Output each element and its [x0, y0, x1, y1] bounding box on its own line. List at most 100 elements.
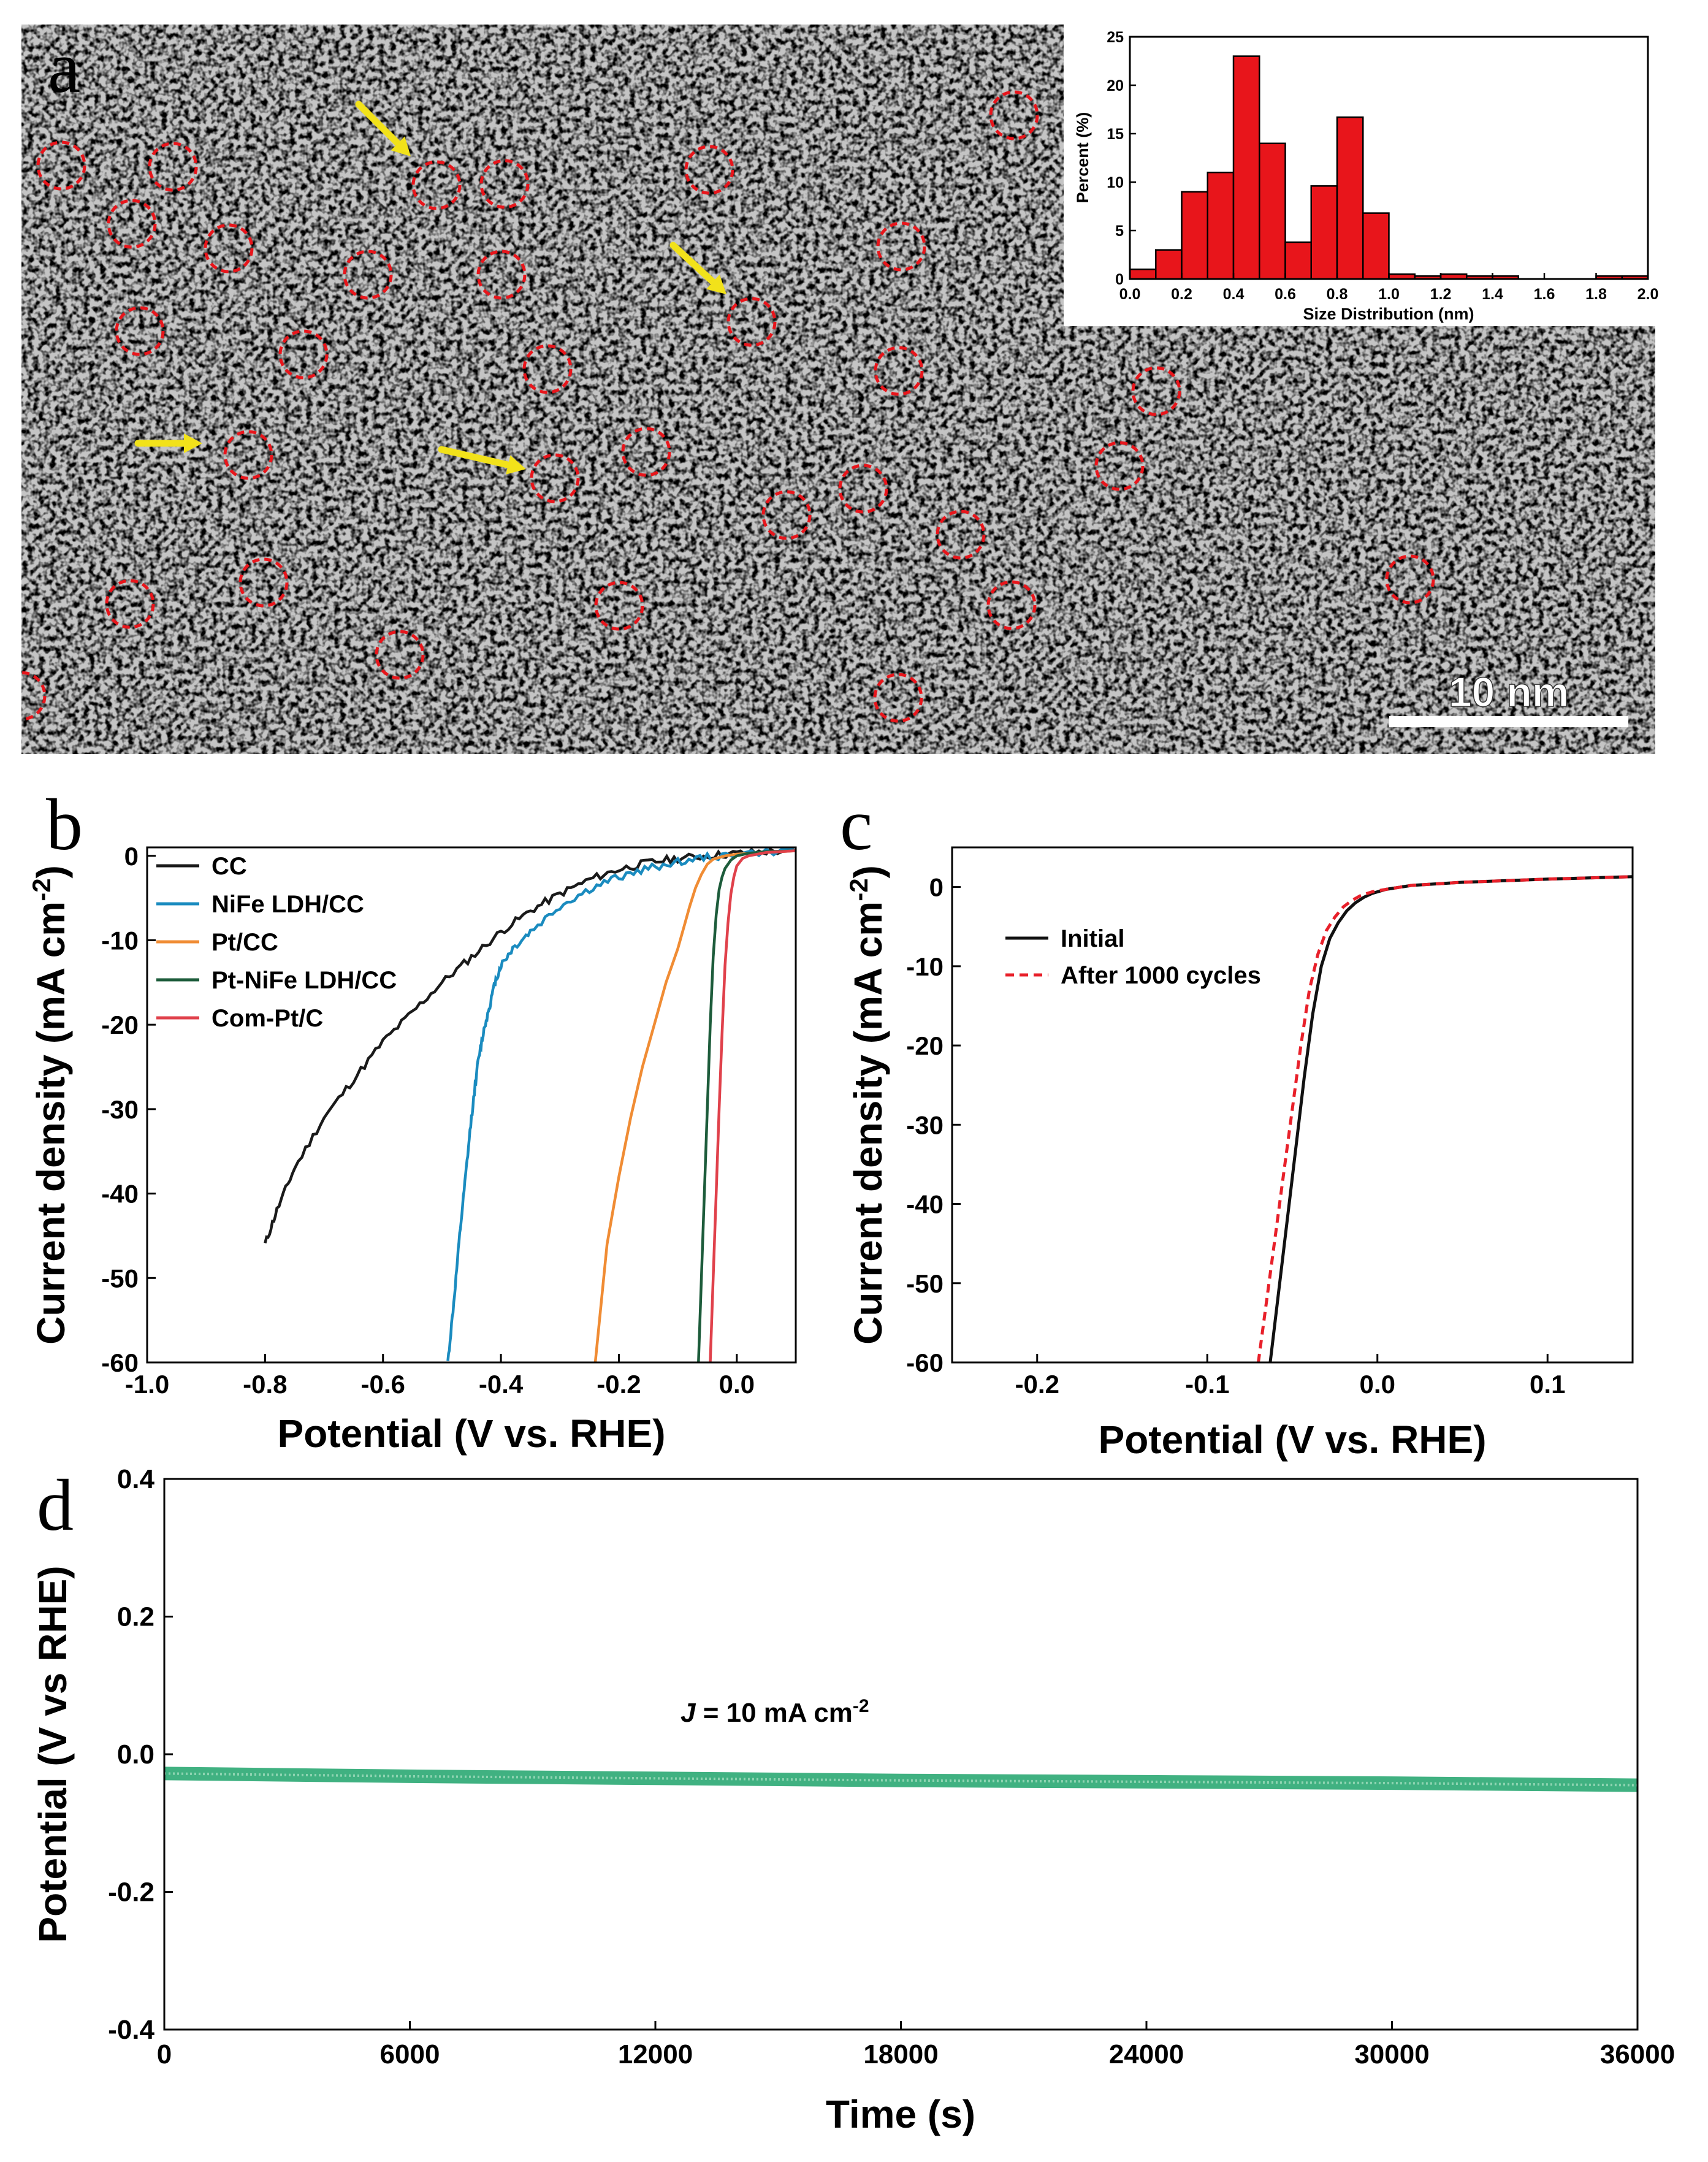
- legend-label-Pt-NiFe LDH/CC: Pt-NiFe LDH/CC: [212, 967, 397, 994]
- single-atom-circle: [1385, 554, 1435, 605]
- histogram-bar: [1129, 268, 1157, 280]
- panel-d: d 0 6000 12000 18000 24000 30000 36000 0.4 0.2 0.…: [31, 1464, 1675, 2136]
- inset-x-axis-label: Size Distribution (nm): [1303, 305, 1474, 323]
- histogram-bar: [1259, 142, 1286, 280]
- single-atom-circle: [204, 223, 254, 273]
- inset-x-tick-label: 1.6: [1534, 286, 1555, 303]
- single-atom-circle: [761, 490, 812, 540]
- single-atom-circle: [594, 581, 644, 631]
- panel-c-x-tick-label: 0.0: [1360, 1370, 1395, 1399]
- panel-b-y-tick-label: -60: [101, 1348, 139, 1377]
- current-density-annotation: J = 10 mA cm-2: [681, 1696, 869, 1728]
- single-atom-circle: [726, 297, 777, 347]
- panel-c-y-tick-label: -50: [906, 1269, 944, 1298]
- single-atom-circle: [115, 306, 165, 356]
- legend-label-After 1000 cycles: After 1000 cycles: [1061, 962, 1261, 989]
- histogram-bar: [1232, 55, 1260, 280]
- panel-d-x-tick-label: 18000: [863, 2039, 938, 2069]
- single-atom-circle: [21, 671, 47, 721]
- panel-d-x-tick-label: 12000: [618, 2039, 693, 2069]
- panel-c-y-tick-label: -20: [906, 1031, 944, 1060]
- panel-b-legend: CC NiFe LDH/CC Pt/CC Pt-NiFe LDH/CC Com-Pt/C: [156, 853, 397, 1032]
- panel-c: c -0.2 -0.1 0.0 0.1 0 -10 -20 -30 -40 -50 -60 Pote…: [840, 784, 1634, 1462]
- single-atom-circle: [411, 160, 462, 210]
- panel-label-b: b: [46, 784, 83, 865]
- panel-c-series: [1257, 875, 1633, 1362]
- histogram-bar: [1362, 212, 1390, 280]
- arrow-shaft: [438, 446, 512, 468]
- single-atom-circle: [838, 464, 888, 514]
- inset-x-tick-label: 1.0: [1378, 286, 1400, 303]
- histogram-bar: [1207, 171, 1235, 280]
- panel-c-y-tick-label: 0: [929, 873, 944, 902]
- panel-label-a: a: [48, 26, 80, 108]
- single-atom-circle: [238, 557, 289, 608]
- panel-c-x-tick-label: -0.1: [1185, 1370, 1229, 1399]
- panel-b-y-tick-label: -50: [101, 1264, 139, 1293]
- single-atom-circle: [522, 344, 573, 394]
- stability-trace: [164, 1772, 1637, 1787]
- panel-d-x-tick-label: 6000: [380, 2039, 440, 2069]
- histogram-bar: [1310, 185, 1338, 280]
- arrow-head: [391, 136, 411, 156]
- panel-d-y-tick-label: 0.0: [117, 1740, 154, 1770]
- legend-label-Com-Pt/C: Com-Pt/C: [212, 1005, 323, 1032]
- panel-c-y-tick-label: -30: [906, 1110, 944, 1139]
- single-atom-circle: [476, 250, 527, 300]
- arrow-head: [706, 274, 726, 294]
- panel-d-x-tick-label: 36000: [1600, 2039, 1675, 2069]
- panel-b-x-tick-label: -0.2: [597, 1370, 641, 1399]
- inset-x-tick-label: 1.4: [1482, 286, 1503, 303]
- legend-label-Initial: Initial: [1061, 925, 1124, 952]
- stability-band: [164, 1767, 1637, 1792]
- single-atom-circle: [876, 221, 926, 272]
- single-atom-circle: [989, 90, 1039, 140]
- panel-c-y-tick-label: -60: [906, 1348, 944, 1377]
- single-atom-circle: [684, 145, 734, 195]
- series-line-Pt/CC: [593, 849, 796, 1362]
- panel-c-ticks: -0.2 -0.1 0.0 0.1 0 -10 -20 -30 -40 -50 -60: [906, 873, 1565, 1399]
- arrow-head: [506, 455, 526, 475]
- panel-label-d: d: [37, 1464, 74, 1546]
- inset-x-tick-label: 1.8: [1585, 286, 1607, 303]
- inset-x-tick-label: 2.0: [1637, 286, 1659, 303]
- panel-b-y-tick-label: -40: [101, 1180, 139, 1209]
- series-line-Com-Pt/C: [709, 849, 796, 1362]
- panel-d-series: [164, 1767, 1637, 1792]
- panel-b-y-tick-label: -20: [101, 1010, 139, 1039]
- panel-c-frame: [951, 846, 1634, 1364]
- single-atom-circle: [479, 159, 530, 209]
- panel-d-x-tick-label: 24000: [1109, 2039, 1184, 2069]
- series-line-NiFe LDH/CC: [446, 847, 796, 1361]
- histogram-bar: [1181, 191, 1208, 280]
- panel-d-x-tick-label: 30000: [1354, 2039, 1429, 2069]
- single-atom-circle: [278, 329, 329, 380]
- single-atom-circle: [873, 673, 923, 723]
- histogram-bar: [1155, 249, 1183, 280]
- series-line-After 1000 cycles: [1257, 875, 1633, 1362]
- series-line-Pt-NiFe LDH/CC: [697, 849, 796, 1362]
- legend-label-NiFe LDH/CC: NiFe LDH/CC: [212, 891, 364, 918]
- panel-c-y-tick-label: -40: [906, 1190, 944, 1219]
- panel-d-y-axis-label: Potential (V vs RHE): [31, 1565, 75, 1942]
- panel-d-y-tick-label: -0.4: [108, 2015, 154, 2045]
- panel-c-x-tick-label: -0.2: [1015, 1370, 1059, 1399]
- panel-d-x-tick-label: 0: [157, 2039, 172, 2069]
- inset-plot-frame: [1129, 36, 1649, 280]
- single-atom-circle: [1131, 366, 1181, 416]
- panel-d-y-tick-label: 0.4: [117, 1464, 155, 1494]
- panel-d-y-tick-label: 0.2: [117, 1602, 154, 1632]
- single-atom-markers: [21, 90, 1435, 723]
- inset-histogram: 0.0 0.2 0.4 0.6 0.8 1.0 1.2 1.4 1.6 1.8 2.0 0 5 10 15 2…: [1064, 25, 1658, 326]
- single-atom-circle: [148, 142, 198, 192]
- arrow-markers: [134, 101, 726, 475]
- panel-b-x-tick-label: -1.0: [125, 1370, 169, 1399]
- inset-x-tick-label: 0.8: [1327, 286, 1348, 303]
- single-atom-circle: [343, 250, 393, 300]
- inset-axis-ticks: 0.0 0.2 0.4 0.6 0.8 1.0 1.2 1.4 1.6 1.8 2.0 0 5 10 15 2…: [1107, 29, 1658, 303]
- panel-b-y-tick-label: -30: [101, 1095, 139, 1124]
- inset-y-tick-label: 10: [1107, 174, 1124, 191]
- panel-b-y-axis-label: Current density (mA cm-2): [27, 865, 74, 1345]
- single-atom-circle: [936, 510, 986, 560]
